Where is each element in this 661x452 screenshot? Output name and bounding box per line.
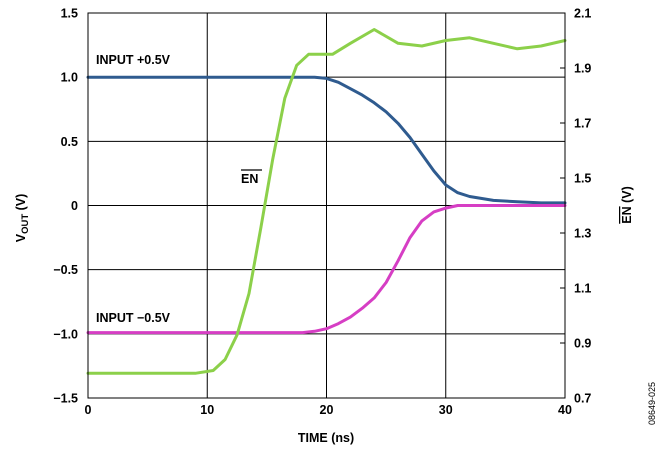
series-line-input-0-5v (86, 75, 567, 205)
y2-tick-label: 1.7 (574, 117, 591, 131)
y2-tick-label: 1.9 (574, 62, 591, 76)
y-tick-label: −1.0 (53, 327, 78, 341)
series-layer (86, 28, 567, 375)
plot-frame (87, 12, 566, 399)
y-tick-label: 0.5 (61, 135, 78, 149)
annotation-input-minus: INPUT −0.5V (96, 311, 171, 325)
x-tick-label: 0 (85, 403, 92, 417)
y2-tick-label: 0.7 (574, 392, 591, 406)
x-tick-label: 30 (439, 403, 453, 417)
y2-tick-label: 2.1 (574, 7, 591, 21)
series-line-en (86, 28, 567, 375)
y-tick-label: 1.5 (61, 7, 78, 21)
annotation-en: EN (241, 172, 258, 186)
y2-axis-title-overbar: EN (620, 206, 634, 223)
y2-tick-label: 0.9 (574, 337, 591, 351)
y-tick-label: 0 (71, 199, 78, 213)
y-axis-title-subscript: OUT (20, 214, 31, 234)
y-tick-label: 1.0 (61, 71, 78, 85)
tick-labels: 0 10 20 30 40 1.5 1.0 0.5 0 −0.5 −1.0 −1.5 2.1 1.9 1.7… (53, 7, 591, 418)
y-tick-label: −1.5 (53, 392, 78, 406)
x-tick-label: 10 (200, 403, 214, 417)
y-tick-label: −0.5 (53, 263, 78, 277)
series-line-input-0-5v (86, 204, 567, 335)
y2-tick-label: 1.3 (574, 227, 591, 241)
figure-id: 08649-025 (647, 382, 657, 425)
y2-axis-title: EN (V) (620, 186, 634, 224)
y2-tick-label: 1.5 (574, 172, 591, 186)
x-tick-label: 40 (558, 403, 572, 417)
x-tick-label: 20 (320, 403, 334, 417)
x-axis-title: TIME (ns) (298, 431, 354, 445)
annotation-input-plus: INPUT +0.5V (96, 53, 171, 67)
y-axis-title: VOUT (V) (14, 194, 31, 243)
y2-tick-label: 1.1 (574, 282, 591, 296)
